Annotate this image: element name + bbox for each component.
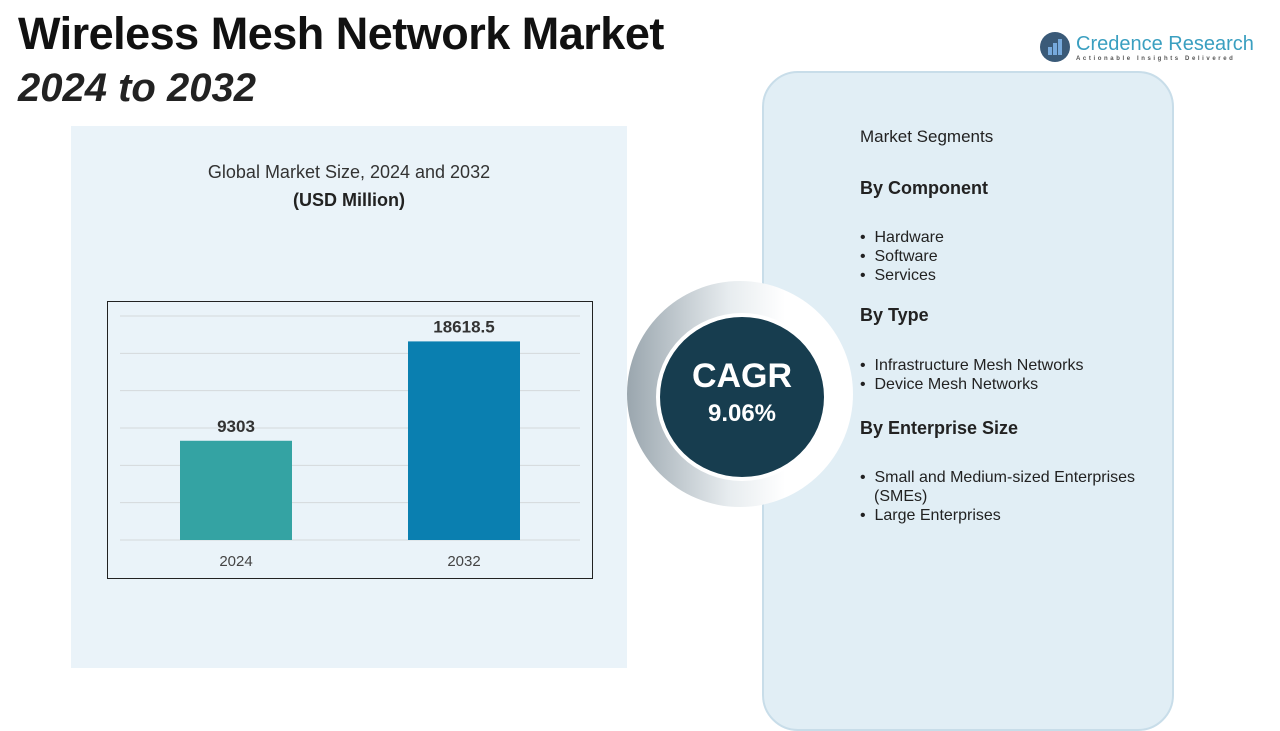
segment-item: Software	[874, 248, 938, 265]
chart-unit: (USD Million)	[293, 190, 405, 210]
segment-item: Infrastructure Mesh Networks	[874, 357, 1084, 374]
page-subtitle: 2024 to 2032	[18, 66, 256, 110]
segment-item: Hardware	[874, 229, 944, 246]
segment-heading: By Type	[860, 305, 929, 325]
segment-item: Services	[874, 267, 936, 284]
cagr-value: 9.06%	[707, 400, 777, 427]
segment-list: • Hardware • Software • Services	[860, 229, 944, 284]
data-label: 18618.5	[433, 317, 494, 336]
cagr-badge: CAGR 9.06%	[656, 313, 828, 481]
segment-list: • Small and Medium-sized Enterprises (SM…	[860, 469, 1136, 524]
segment-heading: By Enterprise Size	[860, 418, 1019, 438]
segment-item: Large Enterprises	[874, 507, 1001, 524]
logo-tagline: Actionable Insights Delivered	[1076, 55, 1236, 62]
segments-title: Market Segments	[860, 127, 994, 146]
logo: Credence Research Actionable Insights De…	[1040, 32, 1254, 62]
logo-name: Credence Research	[1076, 32, 1254, 55]
bar-2032	[408, 341, 520, 540]
chart-panel: Global Market Size, 2024 and 2032 (USD M…	[71, 126, 627, 668]
logo-icon	[1040, 32, 1070, 62]
segment-heading: By Component	[860, 178, 988, 198]
page-title: Wireless Mesh Network Market	[18, 8, 664, 59]
chart-area: 9303 2024 18618.5 2032	[107, 301, 593, 579]
x-tick-label: 2032	[447, 553, 480, 570]
segment-item: Small and Medium-sized Enterprises (SMEs…	[874, 469, 1136, 505]
data-label: 9303	[217, 417, 255, 436]
chart-title: Global Market Size, 2024 and 2032	[207, 162, 491, 182]
cagr-label: CAGR	[691, 357, 793, 395]
x-tick-label: 2024	[219, 553, 252, 570]
bar-chart: 9303 2024 18618.5 2032	[120, 315, 580, 570]
segment-list: • Infrastructure Mesh Networks • Device …	[860, 357, 1084, 393]
bar-2024	[180, 440, 292, 540]
segment-item: Device Mesh Networks	[874, 376, 1039, 393]
